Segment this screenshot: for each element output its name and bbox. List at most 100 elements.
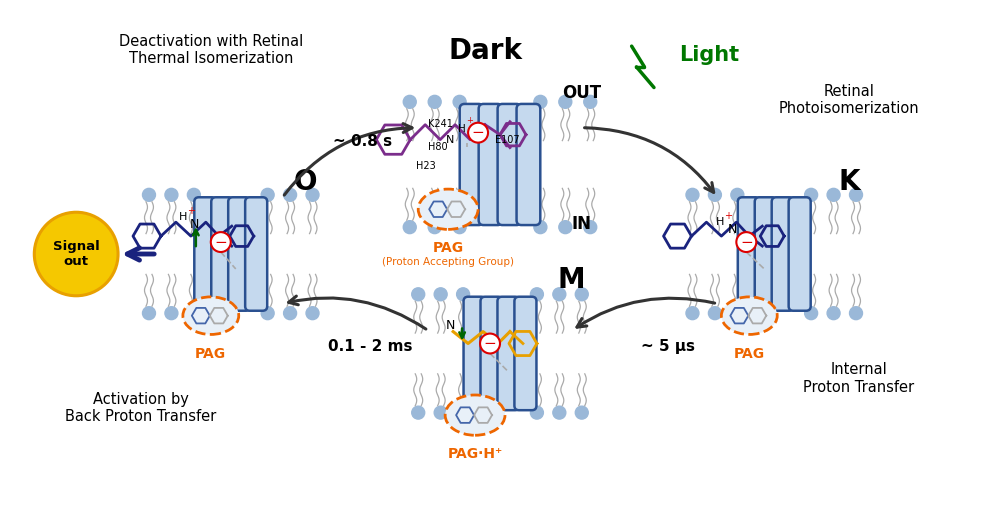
- Text: H80: H80: [428, 142, 448, 152]
- FancyBboxPatch shape: [517, 104, 540, 225]
- Circle shape: [165, 188, 178, 201]
- FancyBboxPatch shape: [498, 104, 521, 225]
- Text: +: +: [187, 206, 195, 216]
- Circle shape: [575, 406, 588, 419]
- Text: Signal
out: Signal out: [53, 240, 100, 268]
- FancyBboxPatch shape: [245, 197, 267, 310]
- Text: +: +: [467, 116, 474, 125]
- Circle shape: [805, 307, 818, 320]
- Text: K: K: [838, 168, 860, 196]
- Text: K241: K241: [428, 119, 453, 129]
- Text: PAG: PAG: [195, 347, 226, 360]
- Text: 0.1 - 2 ms: 0.1 - 2 ms: [328, 339, 413, 354]
- Text: H: H: [716, 217, 725, 227]
- FancyBboxPatch shape: [481, 297, 503, 410]
- Circle shape: [850, 307, 862, 320]
- Text: −: −: [472, 125, 484, 140]
- Ellipse shape: [721, 297, 777, 334]
- Circle shape: [403, 95, 416, 108]
- Circle shape: [187, 307, 200, 320]
- Text: M: M: [558, 266, 586, 294]
- Circle shape: [686, 188, 699, 201]
- FancyBboxPatch shape: [211, 197, 233, 310]
- Text: H: H: [179, 212, 187, 222]
- Circle shape: [306, 307, 319, 320]
- Circle shape: [805, 188, 818, 201]
- Text: N: N: [446, 134, 454, 145]
- Text: PAG: PAG: [433, 241, 464, 256]
- Circle shape: [142, 307, 155, 320]
- Text: Activation by
Back Proton Transfer: Activation by Back Proton Transfer: [65, 392, 217, 425]
- Circle shape: [530, 406, 543, 419]
- Text: Dark: Dark: [448, 37, 522, 65]
- Circle shape: [534, 95, 547, 108]
- Circle shape: [736, 232, 756, 252]
- Circle shape: [731, 188, 744, 201]
- Ellipse shape: [183, 297, 239, 334]
- Text: PAG: PAG: [734, 347, 765, 360]
- Circle shape: [584, 221, 597, 234]
- FancyBboxPatch shape: [772, 197, 794, 310]
- Circle shape: [686, 307, 699, 320]
- Circle shape: [534, 221, 547, 234]
- Circle shape: [850, 188, 862, 201]
- Text: PAG·H⁺: PAG·H⁺: [447, 447, 503, 461]
- FancyBboxPatch shape: [789, 197, 811, 310]
- Circle shape: [457, 288, 470, 301]
- Circle shape: [559, 95, 572, 108]
- Text: H: H: [458, 124, 466, 134]
- Text: (Proton Accepting Group): (Proton Accepting Group): [382, 258, 514, 267]
- Circle shape: [261, 188, 274, 201]
- Circle shape: [165, 307, 178, 320]
- Circle shape: [211, 232, 231, 252]
- Circle shape: [575, 288, 588, 301]
- Circle shape: [480, 333, 500, 353]
- Circle shape: [553, 406, 566, 419]
- Text: IN: IN: [572, 215, 592, 233]
- Text: +: +: [724, 211, 732, 221]
- Circle shape: [827, 307, 840, 320]
- Circle shape: [428, 95, 441, 108]
- Circle shape: [559, 221, 572, 234]
- FancyBboxPatch shape: [464, 297, 486, 410]
- Circle shape: [187, 188, 200, 201]
- FancyBboxPatch shape: [479, 104, 502, 225]
- Text: ~ 5 μs: ~ 5 μs: [641, 339, 695, 354]
- Circle shape: [403, 221, 416, 234]
- Text: −: −: [214, 235, 227, 249]
- FancyBboxPatch shape: [194, 197, 216, 310]
- Circle shape: [428, 221, 441, 234]
- Text: N: N: [445, 319, 455, 332]
- FancyBboxPatch shape: [460, 104, 483, 225]
- Text: −: −: [484, 336, 496, 351]
- Text: Light: Light: [680, 45, 740, 65]
- FancyBboxPatch shape: [755, 197, 777, 310]
- Text: H23: H23: [416, 161, 436, 172]
- Text: OUT: OUT: [562, 84, 601, 102]
- Text: −: −: [740, 235, 753, 249]
- Circle shape: [530, 288, 543, 301]
- Text: N: N: [728, 222, 737, 236]
- Circle shape: [412, 406, 425, 419]
- FancyBboxPatch shape: [514, 297, 536, 410]
- Ellipse shape: [418, 189, 478, 230]
- FancyBboxPatch shape: [228, 197, 250, 310]
- Circle shape: [434, 406, 447, 419]
- Circle shape: [553, 288, 566, 301]
- FancyBboxPatch shape: [497, 297, 519, 410]
- Text: Retinal
Photoisomerization: Retinal Photoisomerization: [779, 83, 919, 116]
- Circle shape: [412, 288, 425, 301]
- Text: O: O: [294, 168, 317, 196]
- Circle shape: [434, 288, 447, 301]
- Text: ~ 0.8 s: ~ 0.8 s: [333, 134, 392, 149]
- Circle shape: [731, 307, 744, 320]
- Circle shape: [468, 123, 488, 143]
- Circle shape: [827, 188, 840, 201]
- Circle shape: [284, 188, 297, 201]
- Text: Internal
Proton Transfer: Internal Proton Transfer: [803, 362, 915, 394]
- Text: E107: E107: [495, 134, 520, 145]
- Text: Deactivation with Retinal
Thermal Isomerization: Deactivation with Retinal Thermal Isomer…: [119, 34, 303, 66]
- FancyBboxPatch shape: [738, 197, 760, 310]
- Circle shape: [34, 212, 118, 296]
- Circle shape: [584, 95, 597, 108]
